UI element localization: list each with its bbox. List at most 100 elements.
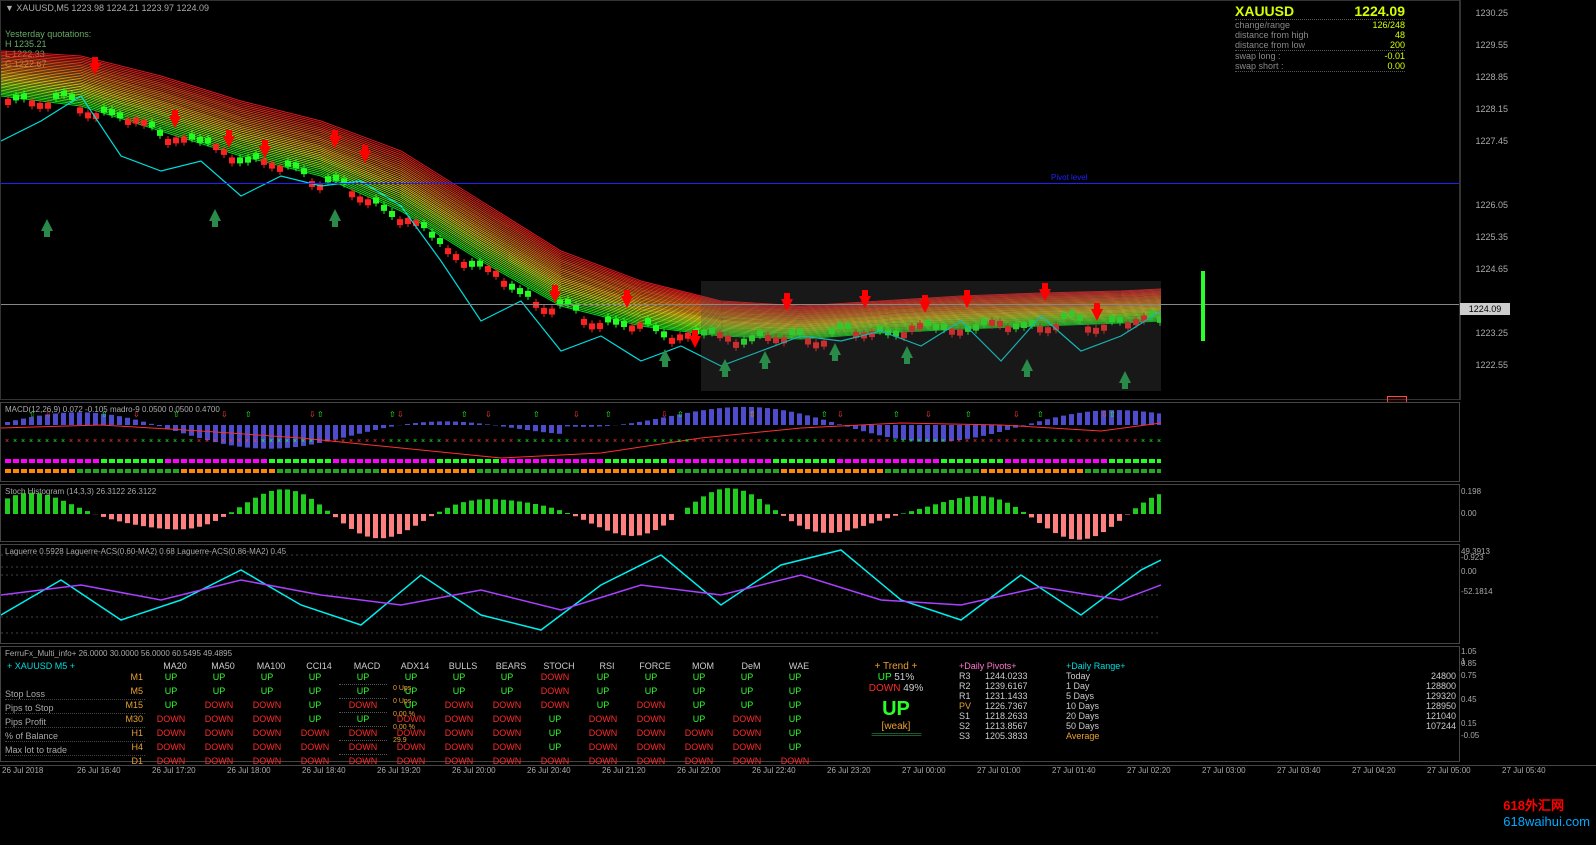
svg-text:×: × — [149, 438, 153, 445]
svg-text:⇩: ⇩ — [749, 410, 756, 419]
current-price-line — [1, 304, 1459, 305]
svg-text:×: × — [653, 438, 657, 445]
svg-text:×: × — [717, 438, 721, 445]
svg-text:×: × — [221, 438, 225, 445]
svg-text:×: × — [1029, 438, 1033, 445]
svg-text:×: × — [533, 438, 537, 445]
laguerre-chart — [1, 545, 1161, 645]
trend-box: + Trend + UP 51% DOWN 49% UP [weak] ====… — [846, 661, 946, 739]
svg-text:⇧: ⇧ — [533, 410, 540, 419]
svg-text:×: × — [861, 438, 865, 445]
svg-text:×: × — [333, 438, 337, 445]
svg-text:×: × — [437, 438, 441, 445]
multi-info-panel[interactable]: FerruFx_Multi_info+ 26.0000 30.0000 56.0… — [0, 646, 1460, 762]
svg-text:×: × — [45, 438, 49, 445]
svg-text:×: × — [125, 438, 129, 445]
svg-text:×: × — [989, 438, 993, 445]
svg-text:×: × — [805, 438, 809, 445]
svg-text:×: × — [389, 438, 393, 445]
laguerre-panel[interactable]: Laguerre 0.5928 Laguerre-ACS(0.60-MA2) 0… — [0, 544, 1460, 644]
svg-text:×: × — [1077, 438, 1081, 445]
pivot-level-label: Pivot level — [1051, 173, 1087, 182]
watermark: 618外汇网 618waihui.com — [1503, 795, 1590, 829]
svg-text:⇧: ⇧ — [245, 410, 252, 419]
svg-text:×: × — [781, 438, 785, 445]
svg-text:×: × — [1125, 438, 1129, 445]
svg-text:×: × — [61, 438, 65, 445]
svg-text:×: × — [205, 438, 209, 445]
svg-text:×: × — [405, 438, 409, 445]
svg-text:×: × — [373, 438, 377, 445]
svg-text:×: × — [901, 438, 905, 445]
svg-text:×: × — [509, 438, 513, 445]
svg-text:×: × — [733, 438, 737, 445]
svg-text:×: × — [381, 438, 385, 445]
svg-text:⇧: ⇧ — [677, 410, 684, 419]
svg-text:×: × — [453, 438, 457, 445]
svg-text:×: × — [293, 438, 297, 445]
svg-text:⇧: ⇧ — [389, 410, 396, 419]
svg-text:×: × — [613, 438, 617, 445]
svg-text:×: × — [973, 438, 977, 445]
svg-text:×: × — [693, 438, 697, 445]
svg-text:×: × — [1061, 438, 1065, 445]
svg-text:×: × — [925, 438, 929, 445]
svg-text:×: × — [485, 438, 489, 445]
svg-text:×: × — [461, 438, 465, 445]
indicator-table: MA20MA50MA100CCI14MACDADX14BULLSBEARSSTO… — [151, 661, 823, 769]
svg-text:×: × — [565, 438, 569, 445]
svg-text:×: × — [757, 438, 761, 445]
svg-text:×: × — [965, 438, 969, 445]
svg-text:×: × — [933, 438, 937, 445]
svg-text:×: × — [69, 438, 73, 445]
svg-text:×: × — [349, 438, 353, 445]
svg-text:⇩: ⇩ — [837, 410, 844, 419]
svg-text:×: × — [469, 438, 473, 445]
svg-text:×: × — [77, 438, 81, 445]
svg-text:⇧: ⇧ — [821, 410, 828, 419]
svg-text:×: × — [365, 438, 369, 445]
svg-text:×: × — [1021, 438, 1025, 445]
svg-text:×: × — [421, 438, 425, 445]
svg-text:×: × — [677, 438, 681, 445]
svg-text:×: × — [957, 438, 961, 445]
svg-text:×: × — [1085, 438, 1089, 445]
svg-text:×: × — [637, 438, 641, 445]
svg-text:×: × — [557, 438, 561, 445]
svg-text:×: × — [477, 438, 481, 445]
svg-text:×: × — [269, 438, 273, 445]
svg-text:×: × — [1157, 438, 1161, 445]
svg-text:×: × — [501, 438, 505, 445]
svg-text:×: × — [1101, 438, 1105, 445]
svg-text:×: × — [1117, 438, 1121, 445]
svg-text:×: × — [141, 438, 145, 445]
svg-text:×: × — [821, 438, 825, 445]
symbol-info-box: XAUUSD1224.09 change/range126/248distanc… — [1235, 3, 1405, 72]
svg-text:×: × — [1005, 438, 1009, 445]
svg-text:⇩: ⇩ — [1013, 410, 1020, 419]
svg-text:×: × — [517, 438, 521, 445]
multi-info-label: FerruFx_Multi_info+ 26.0000 30.0000 56.0… — [5, 649, 232, 658]
svg-text:×: × — [845, 438, 849, 445]
stoch-panel[interactable]: Stoch Histogram (14,3,3) 26.3122 26.3122… — [0, 484, 1460, 542]
macd-panel[interactable]: MACD(12,26,9) 0.072 -0.105 madro-9 0.050… — [0, 402, 1460, 482]
macd-label: MACD(12,26,9) 0.072 -0.105 madro-9 0.050… — [5, 405, 220, 414]
svg-text:×: × — [797, 438, 801, 445]
svg-text:×: × — [549, 438, 553, 445]
svg-text:×: × — [341, 438, 345, 445]
svg-text:×: × — [525, 438, 529, 445]
time-axis: 26 Jul 201826 Jul 16:4026 Jul 17:2026 Ju… — [0, 765, 1596, 779]
svg-text:×: × — [949, 438, 953, 445]
svg-text:×: × — [741, 438, 745, 445]
svg-text:⇧: ⇧ — [605, 410, 612, 419]
svg-text:⇧: ⇧ — [1109, 410, 1116, 419]
svg-text:×: × — [917, 438, 921, 445]
svg-text:×: × — [229, 438, 233, 445]
svg-text:×: × — [1133, 438, 1137, 445]
svg-text:⇩: ⇩ — [661, 410, 668, 419]
main-chart[interactable]: ▼ XAUUSD,M5 1223.98 1224.21 1223.97 1224… — [0, 0, 1460, 400]
svg-text:×: × — [101, 438, 105, 445]
svg-text:⇩: ⇩ — [485, 410, 492, 419]
svg-text:×: × — [37, 438, 41, 445]
svg-text:×: × — [621, 438, 625, 445]
